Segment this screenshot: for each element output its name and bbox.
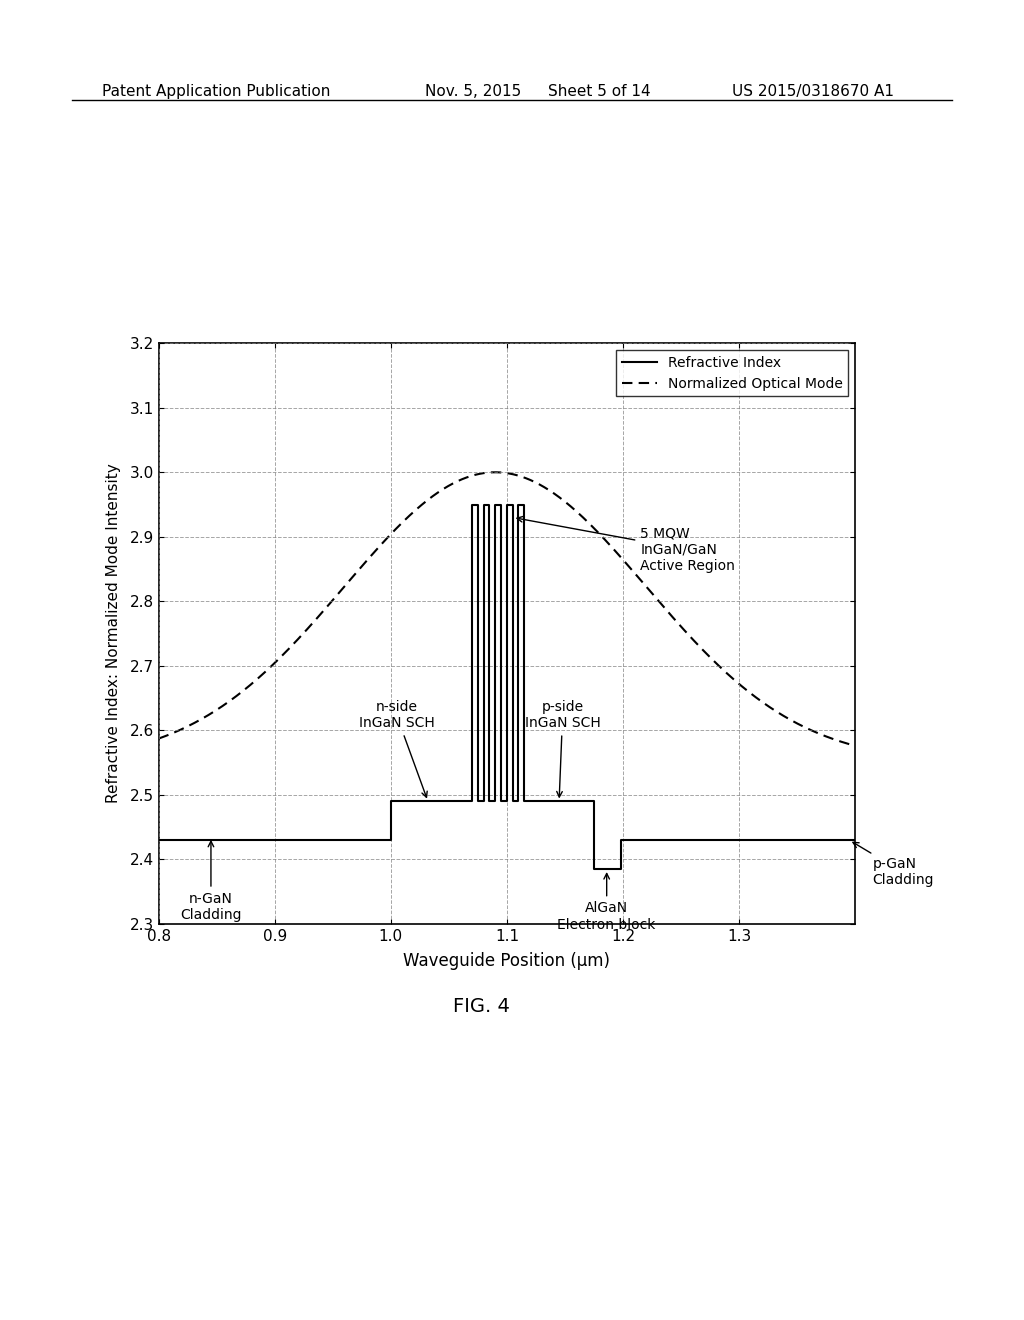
X-axis label: Waveguide Position (μm): Waveguide Position (μm) xyxy=(403,952,610,970)
Text: AlGaN
Electron block: AlGaN Electron block xyxy=(557,874,656,932)
Text: p-side
InGaN SCH: p-side InGaN SCH xyxy=(524,700,600,797)
Text: n-side
InGaN SCH: n-side InGaN SCH xyxy=(358,700,434,797)
Text: Patent Application Publication: Patent Application Publication xyxy=(102,84,331,99)
Legend: Refractive Index, Normalized Optical Mode: Refractive Index, Normalized Optical Mod… xyxy=(616,350,848,396)
Text: US 2015/0318670 A1: US 2015/0318670 A1 xyxy=(732,84,894,99)
Text: FIG. 4: FIG. 4 xyxy=(453,997,510,1015)
Text: Sheet 5 of 14: Sheet 5 of 14 xyxy=(548,84,650,99)
Text: n-GaN
Cladding: n-GaN Cladding xyxy=(180,841,242,921)
Y-axis label: Refractive Index: Normalized Mode Intensity: Refractive Index: Normalized Mode Intens… xyxy=(106,463,121,804)
Text: p-GaN
Cladding: p-GaN Cladding xyxy=(853,842,934,887)
Text: Nov. 5, 2015: Nov. 5, 2015 xyxy=(425,84,521,99)
Text: 5 MQW
InGaN/GaN
Active Region: 5 MQW InGaN/GaN Active Region xyxy=(517,516,735,573)
